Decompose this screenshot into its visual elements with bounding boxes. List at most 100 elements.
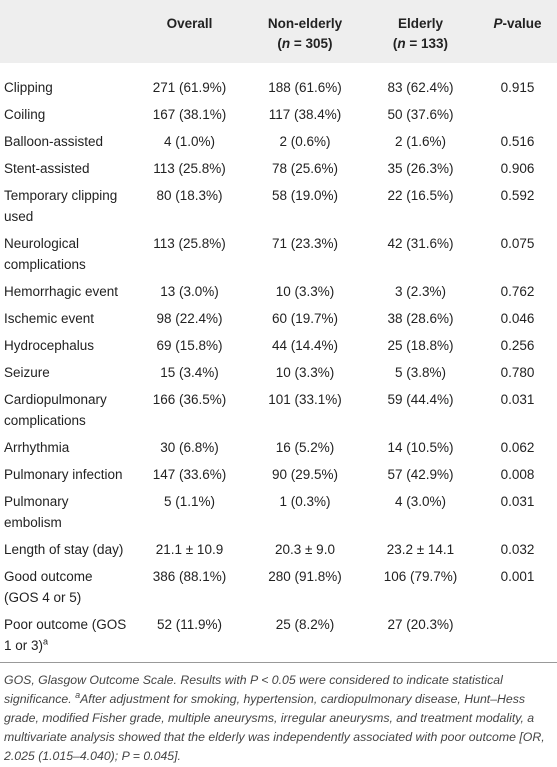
table-cell: 0.906 <box>478 155 557 182</box>
table-header: Overall Non-elderly (n = 305) Elderly (n = 1… <box>0 0 557 63</box>
table-cell: 44 (14.4%) <box>247 332 363 359</box>
cell-text: 25 (8.2%) <box>275 617 335 632</box>
table-cell <box>477 611 557 663</box>
table-row: Good outcome (GOS 4 or 5) 386 (88.1%) 280 (… <box>0 563 557 611</box>
cell-text: 0.592 <box>500 188 535 203</box>
table-cell: 21.1 ± 10.9 <box>132 536 247 563</box>
table-cell: 0.032 <box>478 536 557 563</box>
header-text: ( <box>277 36 282 51</box>
row-label: Neurological complications <box>0 230 132 278</box>
label-line: complications <box>4 413 86 428</box>
column-header: Overall <box>132 0 247 63</box>
header-line: Elderly <box>397 16 443 31</box>
column-header: Non-elderly (n = 305) <box>246 0 363 63</box>
table-cell: 27 (20.3%) <box>362 611 478 663</box>
label-line: Stent-assisted <box>4 161 90 176</box>
cell-text: 167 (38.1%) <box>152 107 227 122</box>
table-cell: 60 (19.7%) <box>247 305 363 332</box>
cell-text: 71 (23.3%) <box>271 236 338 251</box>
table-row: Balloon-assisted 4 (1.0%) 2 (0.6%) 2 (1.6%)… <box>0 128 557 155</box>
table-row: Pulmonary infection 147 (33.6%) 90 (29.5%)… <box>0 461 557 488</box>
table-cell: 3 (2.3%) <box>363 278 478 305</box>
footnote-text: GOS, Glasgow Outcome Scale. Results with… <box>4 673 503 706</box>
label-line: Cardiopulmonary <box>4 392 107 407</box>
table-cell: 57 (42.9%) <box>363 461 478 488</box>
table-cell: 10 (3.3%) <box>247 278 363 305</box>
table-cell: 166 (36.5%) <box>132 386 247 434</box>
header-italic: n <box>281 36 291 51</box>
footnote-mark: a <box>43 636 49 647</box>
cell-text: 1 (0.3%) <box>279 494 331 509</box>
table-cell: 0.762 <box>478 278 557 305</box>
table-cell: 22 (16.5%) <box>363 182 478 230</box>
table-cell: 0.031 <box>478 488 557 536</box>
label-line: Ischemic event <box>4 311 95 326</box>
cell-text: 25 (18.8%) <box>387 338 454 353</box>
cell-text: 30 (6.8%) <box>160 440 219 455</box>
label-line: Poor outcome (GOS <box>4 617 127 632</box>
table-cell: 98 (22.4%) <box>132 305 247 332</box>
table-row: Temporary clipping used 80 (18.3%) 58 (19.0… <box>0 182 557 230</box>
table-cell: 0.256 <box>478 332 557 359</box>
label-line: Clipping <box>4 80 53 95</box>
cell-text: 101 (33.1%) <box>268 392 342 407</box>
table-cell: 16 (5.2%) <box>247 434 363 461</box>
cell-text: 90 (29.5%) <box>271 467 338 482</box>
cell-text: 3 (2.3%) <box>394 284 446 299</box>
cell-text: 0.780 <box>500 365 535 380</box>
table-cell: 25 (8.2%) <box>246 611 363 663</box>
cell-text: 280 (91.8%) <box>268 569 342 584</box>
row-label: Poor outcome (GOS 1 or 3)a <box>0 611 132 663</box>
table-cell: 83 (62.4%) <box>363 63 478 101</box>
label-line: Hemorrhagic event <box>4 284 119 299</box>
header-text: ( <box>392 36 398 51</box>
cell-text: 0.075 <box>500 236 535 251</box>
cell-text: 113 (25.8%) <box>153 161 226 176</box>
row-label: Hemorrhagic event <box>0 278 132 305</box>
header-text: -value <box>502 16 542 31</box>
table-cell: 386 (88.1%) <box>132 563 247 611</box>
row-label: Temporary clipping used <box>0 182 132 230</box>
row-label: Clipping <box>0 63 132 101</box>
table-row: Pulmonary embolism 5 (1.1%) 1 (0.3%) 4 (3.0%… <box>0 488 557 536</box>
label-line: Hydrocephalus <box>4 338 95 353</box>
table-cell: 0.062 <box>478 434 557 461</box>
row-label: Hydrocephalus <box>0 332 132 359</box>
table-cell: 59 (44.4%) <box>363 386 478 434</box>
cell-text: 38 (28.6%) <box>387 311 454 326</box>
table-cell: 71 (23.3%) <box>247 230 363 278</box>
table-cell: 78 (25.6%) <box>247 155 363 182</box>
label-line: Temporary clipping <box>4 188 118 203</box>
table-cell: 58 (19.0%) <box>247 182 363 230</box>
label-line: complications <box>4 257 86 272</box>
cell-text: 5 (3.8%) <box>394 365 446 380</box>
label-line: Coiling <box>4 107 46 122</box>
row-label: Good outcome (GOS 4 or 5) <box>0 563 132 611</box>
cell-text: 58 (19.0%) <box>271 188 338 203</box>
cell-text: 21.1 ± 10.9 <box>155 542 224 557</box>
row-label: Pulmonary embolism <box>0 488 132 536</box>
row-label: Cardiopulmonary complications <box>0 386 132 434</box>
table-cell: 35 (26.3%) <box>363 155 478 182</box>
label-line: Balloon-assisted <box>4 134 104 149</box>
cell-text: 147 (33.6%) <box>152 467 227 482</box>
data-table: Overall Non-elderly (n = 305) Elderly (n = 1… <box>0 0 557 663</box>
table-cell: 0.516 <box>478 128 557 155</box>
header-line: Non-elderly <box>267 16 343 31</box>
label-line: Pulmonary <box>4 494 69 509</box>
table-cell: 5 (1.1%) <box>132 488 247 536</box>
table-cell: 0.075 <box>478 230 557 278</box>
cell-text: 10 (3.3%) <box>275 284 335 299</box>
label-line: Length of stay (day) <box>4 542 124 557</box>
row-label: Pulmonary infection <box>0 461 132 488</box>
table-cell: 69 (15.8%) <box>132 332 247 359</box>
table-cell: 80 (18.3%) <box>132 182 247 230</box>
table-cell <box>478 101 557 128</box>
cell-text: 98 (22.4%) <box>156 311 223 326</box>
table-cell: 2 (0.6%) <box>247 128 363 155</box>
cell-text: 0.032 <box>500 542 535 557</box>
cell-text: 69 (15.8%) <box>156 338 223 353</box>
table-cell: 280 (91.8%) <box>247 563 363 611</box>
table-body: Clipping 271 (61.9%) 188 (61.6%) 83 (62.4%)… <box>0 63 557 663</box>
cell-text: 0.001 <box>500 569 535 584</box>
